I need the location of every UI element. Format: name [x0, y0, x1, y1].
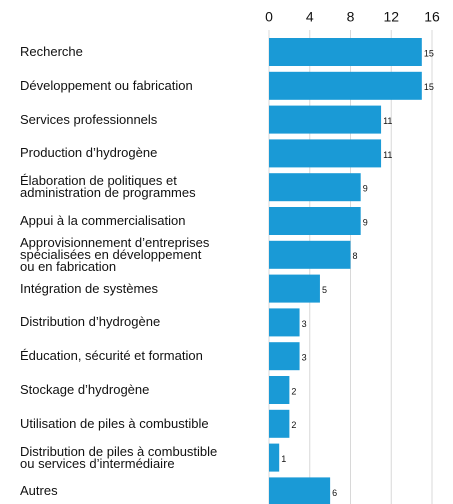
- value-label: 5: [322, 285, 327, 295]
- bar: [269, 105, 382, 134]
- category-label: Services professionnels: [20, 111, 158, 127]
- category-label: Distribution de piles à combustible ou s…: [20, 443, 218, 471]
- x-tick-label: 16: [424, 9, 440, 25]
- bar: [269, 71, 422, 100]
- category-label: Autres: [20, 483, 58, 499]
- x-tick-label: 12: [383, 9, 399, 25]
- bar: [269, 409, 290, 438]
- value-label: 6: [332, 488, 337, 498]
- value-label: 2: [291, 386, 296, 396]
- value-label: 15: [424, 48, 434, 58]
- bar: [269, 477, 331, 504]
- value-label: 15: [424, 82, 434, 92]
- category-label: Recherche: [20, 44, 83, 59]
- bar: [269, 207, 361, 235]
- x-tick-label: 0: [265, 9, 273, 25]
- category-label: Élaboration de politiques et administrat…: [20, 173, 196, 201]
- value-label: 9: [363, 184, 368, 194]
- value-label: 11: [383, 116, 392, 126]
- value-label: 1: [281, 454, 286, 464]
- value-label: 8: [353, 251, 358, 261]
- bar: [269, 376, 290, 404]
- category-label: Stockage d’hydrogène: [20, 382, 150, 397]
- category-label: Développement ou fabrication: [20, 77, 193, 93]
- category-label: Appui à la commercialisation: [20, 213, 186, 228]
- value-label: 11: [383, 150, 392, 160]
- category-label: Distribution d’hydrogène: [20, 314, 161, 330]
- value-label: 9: [363, 217, 368, 227]
- value-label: 2: [291, 420, 296, 430]
- category-label: Production d’hydrogène: [20, 145, 158, 161]
- category-label: Éducation, sécurité et formation: [20, 348, 203, 364]
- bar: [269, 342, 300, 371]
- bar: [269, 38, 422, 66]
- bar: [269, 240, 351, 269]
- bar: [269, 139, 382, 168]
- x-tick-label: 4: [306, 9, 314, 25]
- category-label: Approvisionnement d’entreprises spéciali…: [20, 234, 210, 274]
- bar: [269, 308, 300, 337]
- bar: [269, 443, 280, 472]
- category-label: Utilisation de piles à combustible: [20, 415, 209, 431]
- category-label: Intégration de systèmes: [20, 280, 159, 296]
- bar: [269, 173, 361, 202]
- value-label: 3: [302, 319, 307, 329]
- bar: [269, 274, 320, 303]
- value-label: 3: [302, 353, 307, 363]
- x-tick-label: 8: [347, 9, 355, 25]
